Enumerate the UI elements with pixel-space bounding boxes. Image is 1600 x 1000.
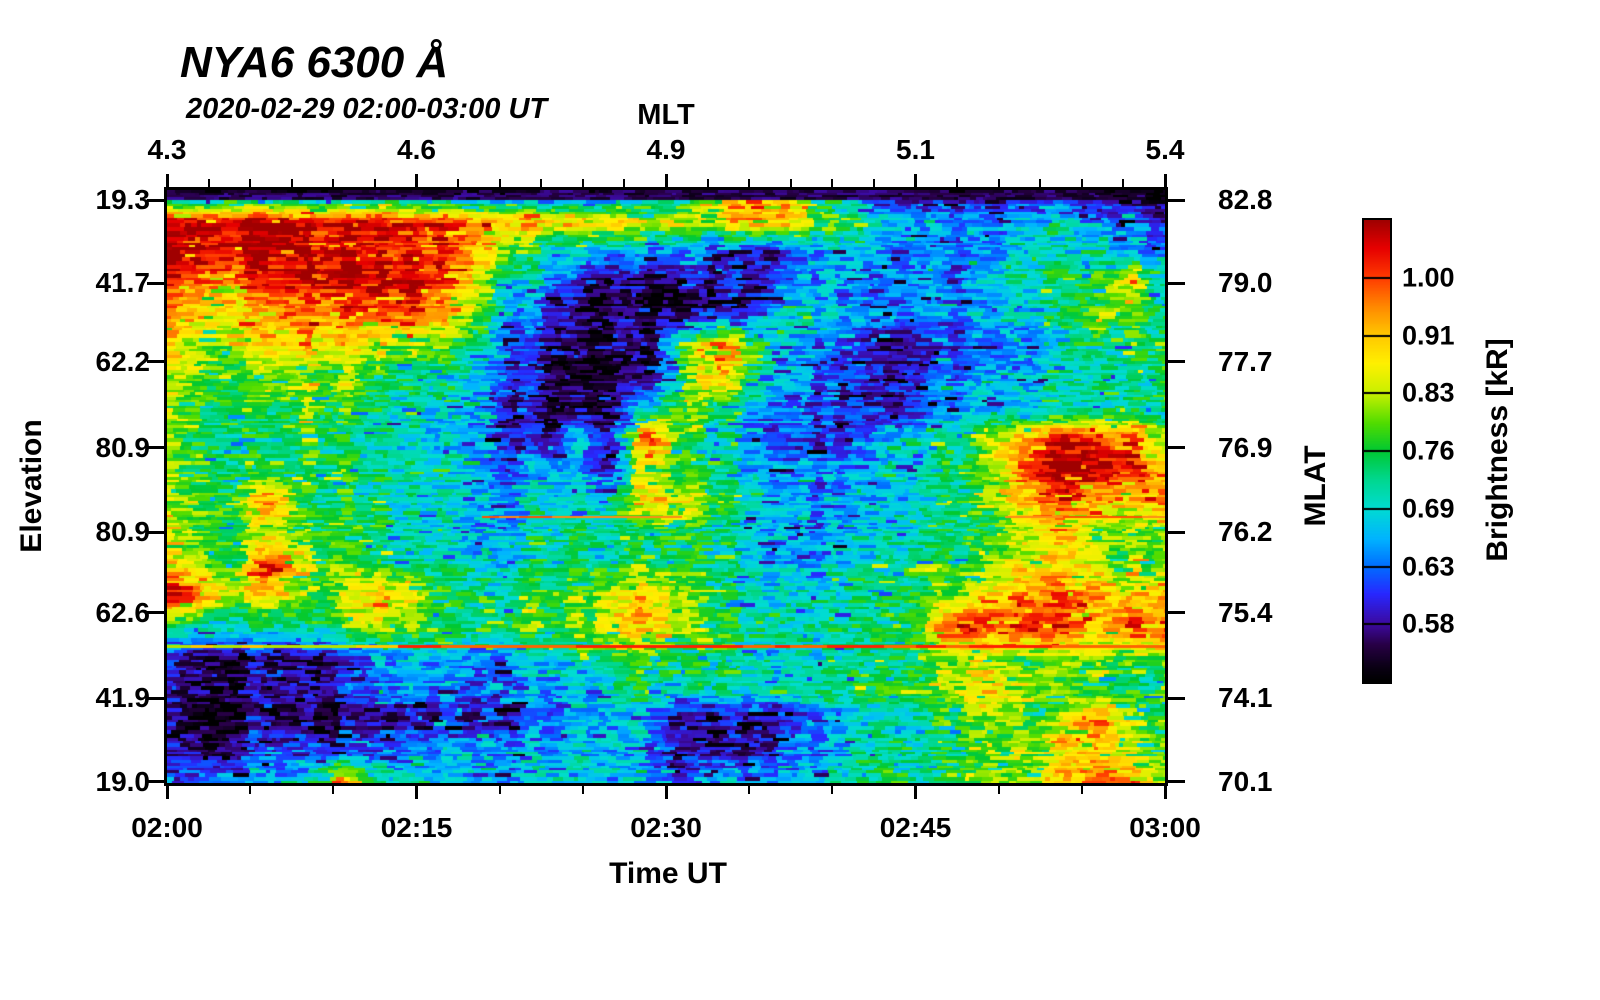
right-axis-tick-label: 76.2 xyxy=(1218,516,1273,548)
right-axis-tick-label: 77.7 xyxy=(1218,345,1273,377)
top-axis-minor-tick xyxy=(457,179,460,187)
top-axis-minor-tick xyxy=(748,179,751,187)
right-axis-tick-label: 74.1 xyxy=(1218,682,1273,714)
left-axis-tick-label: 80.9 xyxy=(95,431,151,463)
top-axis-minor-tick xyxy=(706,179,709,187)
left-axis-tick xyxy=(147,446,164,450)
x-axis-major-tick xyxy=(1163,786,1167,799)
left-axis-tick xyxy=(147,360,164,364)
left-axis-tick xyxy=(147,530,164,534)
right-axis-tick-label: 70.1 xyxy=(1218,765,1273,797)
heatmap-plot-area xyxy=(164,187,1168,786)
heatmap-canvas xyxy=(167,190,1165,783)
x-axis-tick-label: 02:00 xyxy=(131,812,203,843)
right-axis-tick xyxy=(1168,360,1185,364)
top-axis-minor-tick xyxy=(290,179,293,187)
colorbar-title: Brightness [kR] xyxy=(1481,338,1514,562)
top-axis-major-tick xyxy=(165,174,169,187)
colorbar-tick-label: 1.00 xyxy=(1402,262,1455,293)
left-axis-tick-label: 19.0 xyxy=(95,765,151,797)
x-axis-minor-tick xyxy=(581,786,584,794)
top-axis-minor-tick xyxy=(207,179,210,187)
top-axis-minor-tick xyxy=(1039,179,1042,187)
x-axis-minor-tick xyxy=(498,786,501,794)
left-axis-tick xyxy=(147,780,164,784)
colorbar-tick-label: 0.76 xyxy=(1402,435,1455,466)
top-axis-tick-label: 5.4 xyxy=(1145,134,1185,165)
top-axis-minor-tick xyxy=(332,179,335,187)
top-axis-minor-tick xyxy=(997,179,1000,187)
x-axis-major-tick xyxy=(415,786,418,799)
left-axis-tick xyxy=(147,198,164,202)
colorbar xyxy=(1362,218,1392,684)
x-axis-minor-tick xyxy=(1080,786,1083,794)
top-axis-minor-tick xyxy=(581,179,584,187)
top-axis-tick-label: 4.6 xyxy=(397,134,436,165)
top-axis-minor-tick xyxy=(1080,179,1083,187)
top-axis-minor-tick xyxy=(1122,179,1125,187)
x-axis-tick-label: 02:30 xyxy=(630,812,702,843)
x-axis-tick-label: 02:15 xyxy=(380,812,453,843)
right-axis-tick-label: 79.0 xyxy=(1218,267,1273,299)
top-axis-major-tick xyxy=(664,174,668,187)
top-axis-minor-tick xyxy=(623,179,626,187)
x-axis-tick-label: 02:45 xyxy=(879,812,952,843)
left-axis-tick-label: 41.7 xyxy=(95,267,151,299)
top-axis-minor-tick xyxy=(249,179,252,187)
left-axis-tick-label: 41.9 xyxy=(95,682,151,714)
colorbar-tick-label: 0.63 xyxy=(1402,551,1455,581)
x-axis-minor-tick xyxy=(249,786,252,794)
right-axis-tick xyxy=(1168,780,1185,784)
x-axis-major-tick xyxy=(165,786,169,799)
top-axis-minor-tick xyxy=(789,179,792,187)
x-axis-tick-label: 03:00 xyxy=(1129,812,1201,843)
top-axis-major-tick xyxy=(914,174,917,187)
colorbar-canvas xyxy=(1364,220,1390,682)
figure-title: NYA6 6300 Å xyxy=(180,38,449,87)
left-axis-tick xyxy=(147,611,164,615)
x-axis-minor-tick xyxy=(831,786,834,794)
right-axis-tick xyxy=(1168,281,1185,285)
top-axis-tick-label: 4.3 xyxy=(147,134,187,165)
x-axis-major-tick xyxy=(914,786,917,799)
figure-subtitle: 2020-02-29 02:00-03:00 UT xyxy=(186,93,548,125)
top-axis-major-tick xyxy=(415,174,418,187)
left-axis-tick xyxy=(147,696,164,700)
left-axis-tick-label: 62.6 xyxy=(95,596,151,628)
right-axis-tick xyxy=(1168,446,1185,450)
x-axis-minor-tick xyxy=(997,786,1000,794)
right-axis-tick xyxy=(1168,530,1185,534)
colorbar-tick-label: 0.83 xyxy=(1402,377,1455,408)
top-axis-minor-tick xyxy=(498,179,501,187)
right-axis-tick xyxy=(1168,611,1185,615)
right-axis-tick-label: 76.9 xyxy=(1218,431,1273,463)
top-axis-minor-tick xyxy=(956,179,959,187)
right-axis-tick xyxy=(1168,696,1185,700)
top-axis-major-tick xyxy=(1163,174,1167,187)
top-axis-minor-tick xyxy=(831,179,834,187)
colorbar-tick-label: 0.58 xyxy=(1402,608,1455,639)
top-axis-title: MLT xyxy=(637,99,695,131)
left-axis-tick xyxy=(147,281,164,285)
left-axis-tick-label: 80.9 xyxy=(95,516,151,548)
top-axis-tick-label: 4.9 xyxy=(646,134,686,165)
top-axis-minor-tick xyxy=(540,179,543,187)
x-axis-minor-tick xyxy=(748,786,751,794)
x-axis-minor-tick xyxy=(332,786,335,794)
x-axis-major-tick xyxy=(664,786,668,799)
top-axis-minor-tick xyxy=(373,179,376,187)
left-axis-tick-label: 62.2 xyxy=(95,345,151,377)
top-axis-minor-tick xyxy=(872,179,875,187)
top-axis-tick-label: 5.1 xyxy=(896,134,935,165)
x-axis-title: Time UT xyxy=(609,857,727,890)
left-axis-tick-label: 19.3 xyxy=(95,184,151,216)
colorbar-tick-label: 0.69 xyxy=(1402,493,1455,524)
right-axis-tick-label: 75.4 xyxy=(1218,596,1273,628)
right-axis-tick-label: 82.8 xyxy=(1218,184,1273,216)
right-axis-title: MLAT xyxy=(1299,445,1332,527)
right-axis-tick xyxy=(1168,198,1185,202)
colorbar-tick-label: 0.91 xyxy=(1402,320,1455,350)
